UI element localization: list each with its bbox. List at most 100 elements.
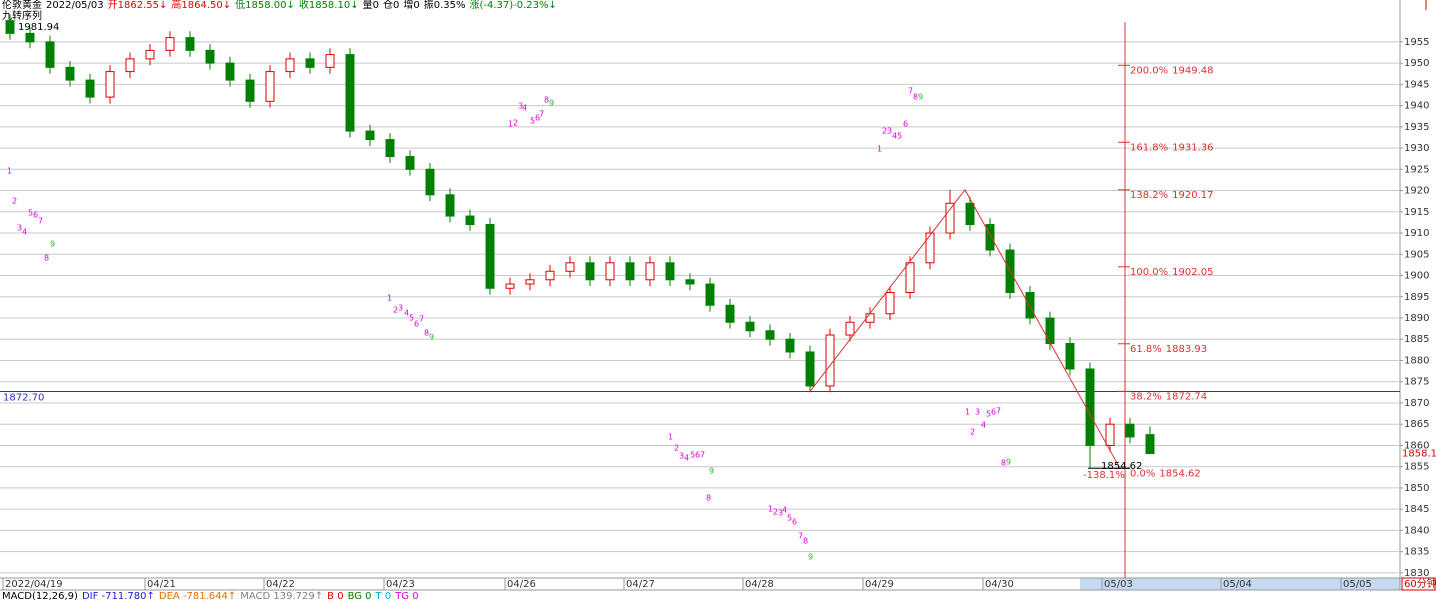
fib-level-label: 61.8% 1883.93 bbox=[1130, 344, 1207, 355]
td-digit: 7 bbox=[798, 532, 803, 541]
td-digit: 6 bbox=[792, 518, 797, 527]
td-digit: 6 bbox=[414, 320, 419, 329]
candle-body bbox=[65, 66, 75, 81]
macd-summary-part: B 0 bbox=[327, 591, 343, 600]
td-digit: 5 bbox=[787, 514, 792, 523]
x-tick-label: 04/22 bbox=[266, 579, 295, 590]
td-digit: 2 bbox=[393, 306, 398, 315]
fib-ratio: 100.0% bbox=[1130, 267, 1168, 278]
td-digit: 2 bbox=[513, 119, 518, 128]
fib-ratio: 200.0% bbox=[1130, 65, 1168, 76]
candle-body bbox=[645, 262, 655, 281]
candle-body bbox=[145, 49, 155, 60]
td-digit: 5 bbox=[897, 132, 902, 141]
candle-body bbox=[1045, 317, 1055, 344]
td-digit: 3 bbox=[975, 408, 980, 417]
fib-value: 1854.62 bbox=[1159, 468, 1200, 479]
macd-summary-part: BG 0 bbox=[348, 591, 372, 600]
period-label: 60分钟 bbox=[1404, 577, 1436, 590]
td-digit: 6 bbox=[535, 114, 540, 123]
x-tick-label: 04/30 bbox=[985, 579, 1014, 590]
candle-body bbox=[1105, 423, 1115, 446]
candle-body bbox=[85, 79, 95, 98]
header-part: 振0.35% bbox=[424, 0, 466, 11]
td-digit: 4 bbox=[892, 132, 897, 141]
fib-level-label: 161.8% 1931.36 bbox=[1130, 142, 1214, 153]
td-digit: 4 bbox=[684, 454, 689, 463]
td-digit: 1 bbox=[508, 120, 513, 129]
candle-body bbox=[285, 58, 295, 73]
candle-body bbox=[105, 71, 115, 98]
candle-body bbox=[1065, 342, 1075, 370]
candle-body bbox=[305, 58, 315, 68]
td-digit: 9 bbox=[1006, 458, 1011, 467]
candle-body bbox=[465, 215, 475, 226]
candle-body bbox=[185, 37, 195, 51]
candle-body bbox=[605, 262, 615, 281]
macd-summary-part: MACD(12,26,9) bbox=[2, 591, 78, 600]
candle-body bbox=[545, 270, 555, 281]
candle-body bbox=[985, 224, 995, 251]
y-tick-label: 1835 bbox=[1404, 547, 1429, 558]
header-part: 开1862.55↓ bbox=[108, 0, 168, 11]
td-digit: 5 bbox=[690, 451, 695, 460]
fib-level-label: 38.2% 1872.74 bbox=[1130, 391, 1207, 402]
td-digit: 9 bbox=[50, 240, 55, 249]
candle-body bbox=[805, 351, 815, 387]
td-digit: 1 bbox=[387, 294, 392, 303]
y-tick-label: 1875 bbox=[1404, 377, 1429, 388]
td-digit: 2 bbox=[882, 127, 887, 136]
candle-body bbox=[965, 202, 975, 226]
high-label: 1981.94 bbox=[18, 22, 59, 33]
td-digit: 6 bbox=[695, 451, 700, 460]
td-digit: 5 bbox=[530, 117, 535, 126]
td-digit: 3 bbox=[518, 102, 523, 111]
td-digit: 7 bbox=[419, 315, 424, 324]
last-price-label: 1858.10 bbox=[1402, 449, 1436, 460]
td-digit: 7 bbox=[38, 217, 43, 226]
td-digit: 3 bbox=[887, 127, 892, 136]
td-digit: 2 bbox=[773, 508, 778, 517]
fib-ratio: 38.2% bbox=[1130, 391, 1162, 402]
indicator-label: 九转序列 bbox=[2, 9, 42, 22]
candle-body bbox=[585, 262, 595, 281]
header: 伦敦黄金 2022/05/03 开1862.55↓ 高1864.50↓ 低1858.00… bbox=[2, 0, 557, 11]
horizontal-line-label: 1872.70 bbox=[3, 392, 44, 403]
td-digit: 2 bbox=[674, 444, 679, 453]
td-digit: 8 bbox=[706, 494, 711, 503]
header-part: 量0 bbox=[363, 0, 379, 11]
td-digit: 3 bbox=[679, 452, 684, 461]
fib-value: 1931.36 bbox=[1172, 142, 1213, 153]
td-digit: 8 bbox=[913, 93, 918, 102]
candle-body bbox=[765, 330, 775, 340]
y-tick-label: 1885 bbox=[1404, 334, 1429, 345]
y-tick-label: 1935 bbox=[1404, 122, 1429, 133]
y-tick-label: 1945 bbox=[1404, 79, 1429, 90]
td-digit: 4 bbox=[981, 421, 986, 430]
y-tick-label: 1865 bbox=[1404, 419, 1429, 430]
x-tick-label: 04/29 bbox=[865, 579, 894, 590]
x-tick-label: 04/28 bbox=[745, 579, 774, 590]
candle-body bbox=[525, 279, 535, 285]
candle-body bbox=[1085, 368, 1095, 446]
candle-body bbox=[865, 313, 875, 323]
fib-value: 1883.93 bbox=[1166, 344, 1207, 355]
td-digit: 3 bbox=[17, 224, 22, 233]
y-tick-label: 1940 bbox=[1404, 101, 1429, 112]
x-tick-label: 2022/04/19 bbox=[5, 579, 63, 590]
y-tick-label: 1920 bbox=[1404, 186, 1429, 197]
y-tick-label: 1840 bbox=[1404, 525, 1429, 536]
macd-summary-part: MACD 139.729↑ bbox=[240, 591, 323, 600]
td-digit: 5 bbox=[986, 410, 991, 419]
y-tick-label: 1860 bbox=[1404, 440, 1429, 451]
td-digit: 3 bbox=[398, 304, 403, 313]
candle-body bbox=[725, 304, 735, 323]
candle-body bbox=[445, 194, 455, 217]
td-digit: 5 bbox=[409, 314, 414, 323]
fib-zigzag bbox=[809, 188, 1121, 469]
td-digit: 7 bbox=[700, 451, 705, 460]
td-digit: 2 bbox=[12, 197, 17, 206]
td-digit: 9 bbox=[429, 333, 434, 342]
candle-body bbox=[45, 41, 55, 68]
y-tick-label: 1915 bbox=[1404, 207, 1429, 218]
